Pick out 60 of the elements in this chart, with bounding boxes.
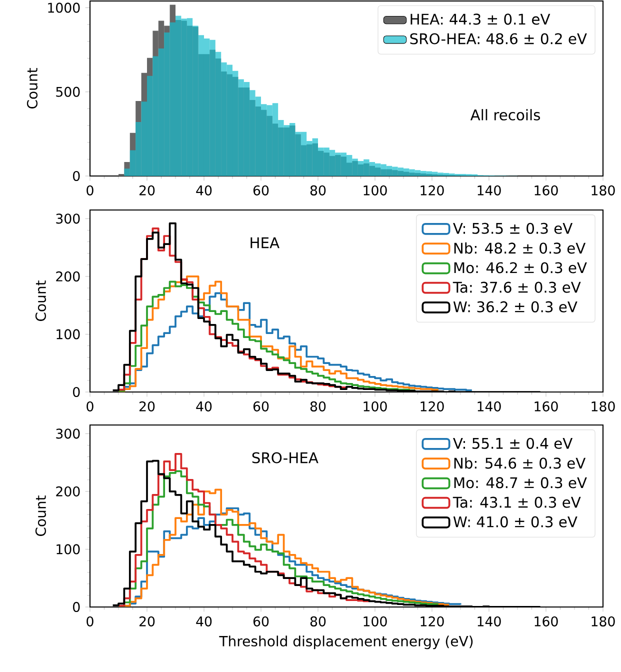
y-tick-label: 200	[56, 486, 80, 496]
x-tick-label: 40	[196, 616, 212, 626]
y-tick-label: 100	[56, 329, 80, 340]
y-tick-label: 300	[56, 428, 80, 439]
x-tick-label: 40	[196, 401, 212, 412]
x-tick-label: 140	[478, 401, 501, 412]
x-tick-label: 100	[364, 616, 387, 626]
x-tick-label: 20	[139, 616, 155, 626]
legend-label: Ta: 37.6 ± 0.3 eV	[452, 282, 581, 293]
x-tick-label: 0	[86, 185, 94, 196]
legend-label: Nb: 54.6 ± 0.3 eV	[454, 457, 586, 469]
annotation: HEA	[250, 237, 280, 248]
y-tick-label: 0	[73, 602, 80, 612]
legend-label: SRO-HEA: 48.6 ± 0.2 eV	[410, 33, 587, 44]
x-tick-label: 140	[478, 185, 501, 196]
x-tick-label: 80	[310, 616, 326, 626]
annotation: All recoils	[470, 109, 540, 120]
x-tick-label: 60	[253, 185, 269, 196]
x-tick-label: 60	[253, 616, 269, 626]
x-tick-label: 120	[420, 185, 444, 196]
legend-label: Nb: 48.2 ± 0.3 eV	[454, 242, 586, 254]
x-tick-label: 100	[364, 401, 387, 412]
x-tick-label: 20	[139, 401, 155, 412]
x-tick-label: 140	[478, 616, 501, 626]
x-tick-label: 20	[139, 185, 155, 196]
x-tick-label: 160	[534, 616, 558, 626]
legend-label: Ta: 43.1 ± 0.3 eV	[452, 496, 581, 508]
x-axis-title: Threshold displacement energy (eV)	[219, 636, 473, 650]
y-tick-label: 300	[56, 214, 80, 224]
x-tick-label: 0	[86, 616, 94, 626]
y-tick-label: 500	[56, 86, 80, 97]
x-tick-label: 100	[364, 185, 387, 196]
legend-label: Mo: 48.7 ± 0.3 eV	[454, 477, 587, 488]
y-tick-label: 0	[73, 386, 80, 398]
y-tick-label: 200	[56, 271, 80, 282]
y-axis-title: Count	[35, 280, 46, 321]
y-axis-title: Count	[26, 68, 38, 108]
y-tick-label: 1000	[48, 2, 80, 13]
legend-label: W: 36.2 ± 0.3 eV	[453, 301, 578, 312]
legend-label: V: 53.5 ± 0.3 eV	[453, 222, 573, 234]
y-tick-label: 100	[56, 544, 80, 554]
legend-label: W: 41.0 ± 0.3 eV	[453, 516, 578, 528]
x-tick-label: 120	[420, 401, 444, 412]
x-tick-label: 160	[534, 185, 558, 196]
x-tick-label: 180	[592, 185, 615, 196]
legend-label: HEA: 44.3 ± 0.1 eV	[410, 14, 550, 25]
y-tick-label: 0	[73, 170, 80, 182]
x-tick-label: 80	[310, 401, 326, 412]
annotation: SRO-HEA	[252, 452, 318, 464]
x-tick-label: 160	[534, 401, 558, 412]
x-tick-label: 0	[86, 401, 94, 412]
x-tick-label: 180	[592, 401, 615, 412]
x-tick-label: 40	[196, 185, 212, 196]
x-tick-label: 120	[420, 616, 444, 626]
x-tick-label: 180	[592, 616, 615, 626]
x-tick-label: 80	[310, 185, 326, 196]
x-tick-label: 60	[253, 401, 269, 412]
legend-label: V: 55.1 ± 0.4 eV	[453, 438, 573, 449]
legend-label: Mo: 46.2 ± 0.3 eV	[454, 262, 587, 274]
y-axis-title: Count	[35, 496, 46, 536]
